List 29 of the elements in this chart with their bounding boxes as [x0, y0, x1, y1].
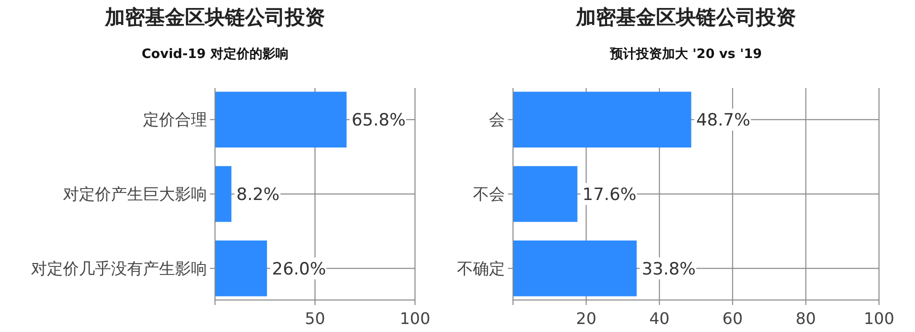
- chart-title: 加密基金区块链公司投资: [575, 6, 796, 29]
- x-tick-label: 80: [796, 309, 816, 328]
- data-label: 65.8%: [352, 110, 406, 131]
- y-tick-label: 定价合理: [143, 111, 207, 130]
- x-tick-label: 40: [649, 309, 670, 328]
- chart-subtitle: Covid-19 对定价的影响: [142, 46, 288, 62]
- bar: [215, 240, 267, 296]
- y-tick-label: 会: [489, 112, 505, 130]
- data-label: 48.7%: [696, 110, 750, 131]
- x-tick-label: 60: [722, 309, 743, 328]
- bar: [513, 166, 578, 222]
- x-tick-label: 100: [400, 309, 430, 328]
- data-label: 33.8%: [642, 259, 696, 280]
- data-label: 17.6%: [582, 184, 636, 205]
- y-tick-label: 对定价几乎没有产生影响: [31, 260, 207, 278]
- bar: [513, 92, 692, 148]
- bar: [215, 166, 232, 222]
- y-tick-label: 对定价产生巨大影响: [63, 186, 207, 204]
- bar: [513, 240, 637, 296]
- x-tick-label: 20: [576, 309, 596, 328]
- data-label: 8.2%: [236, 184, 280, 205]
- chart-subtitle: 预计投资加大 '20 vs '19: [609, 47, 762, 62]
- chart-title: 加密基金区块链公司投资: [104, 6, 325, 29]
- data-label: 26.0%: [272, 259, 326, 280]
- bar: [215, 92, 347, 148]
- y-tick-label: 不确定: [457, 260, 505, 278]
- x-tick-label: 50: [304, 309, 326, 328]
- y-tick-label: 不会: [473, 186, 505, 204]
- x-tick-label: 100: [864, 309, 894, 328]
